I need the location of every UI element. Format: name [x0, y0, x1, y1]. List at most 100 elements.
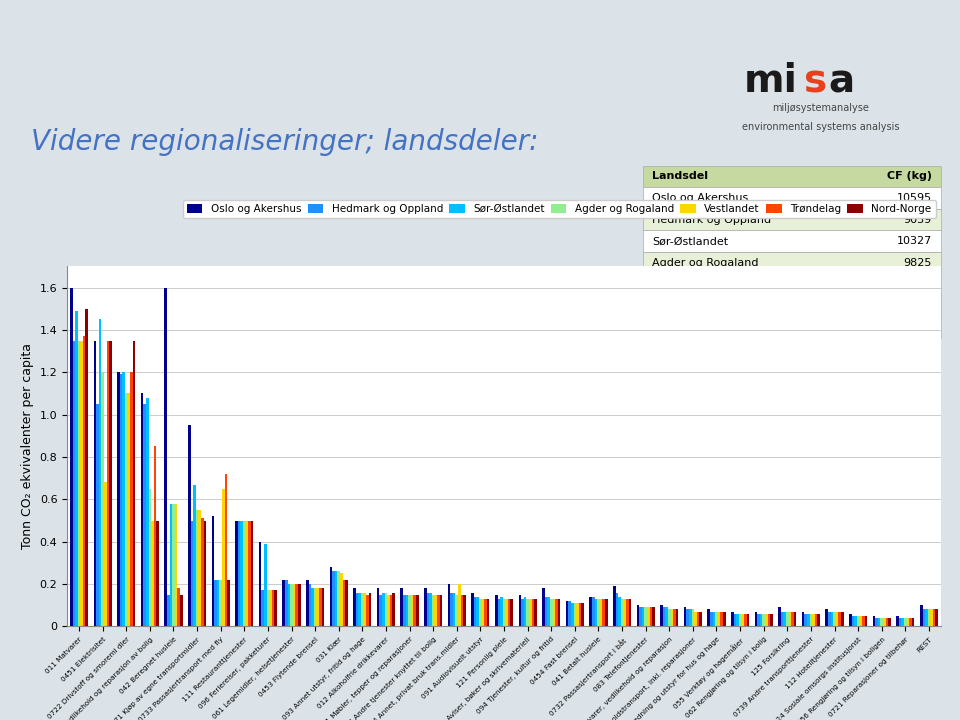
Bar	[505, 599, 508, 626]
Bar	[261, 590, 264, 626]
Bar	[243, 521, 246, 626]
Bar	[424, 588, 426, 626]
Bar	[437, 595, 440, 626]
Bar	[689, 609, 691, 626]
Bar	[429, 593, 432, 626]
Bar	[739, 613, 741, 626]
Bar	[723, 611, 726, 626]
Bar	[435, 595, 437, 626]
Text: environmental systems analysis: environmental systems analysis	[742, 122, 900, 132]
Bar	[416, 595, 419, 626]
Bar	[343, 580, 346, 626]
Y-axis label: Tonn CO₂ ekvivalenter per capita: Tonn CO₂ ekvivalenter per capita	[21, 343, 35, 549]
Bar	[199, 510, 201, 626]
Bar	[107, 341, 109, 626]
Text: 9039: 9039	[903, 215, 932, 225]
Bar	[526, 599, 529, 626]
Bar	[643, 252, 941, 274]
Bar	[453, 593, 455, 626]
Bar	[387, 595, 390, 626]
Bar	[149, 489, 151, 626]
Bar	[170, 503, 172, 626]
Bar	[353, 588, 356, 626]
Bar	[272, 590, 275, 626]
Bar	[335, 572, 337, 626]
Bar	[720, 611, 723, 626]
Bar	[755, 611, 757, 626]
Bar	[503, 599, 505, 626]
Bar	[298, 584, 300, 626]
Bar	[550, 599, 553, 626]
Bar	[382, 593, 385, 626]
Bar	[573, 603, 576, 626]
Text: Videre regionaliseringer; landsdeler:: Videre regionaliseringer; landsdeler:	[31, 128, 539, 156]
Bar	[794, 611, 797, 626]
Bar	[643, 230, 941, 252]
Bar	[592, 597, 594, 626]
Bar	[393, 593, 395, 626]
Bar	[920, 606, 923, 626]
Bar	[440, 595, 443, 626]
Bar	[736, 613, 739, 626]
Bar	[923, 609, 925, 626]
Bar	[712, 611, 715, 626]
Bar	[225, 474, 228, 626]
Bar	[73, 341, 75, 626]
Bar	[377, 588, 379, 626]
Bar	[484, 599, 487, 626]
Bar	[553, 599, 555, 626]
Bar	[390, 595, 393, 626]
Bar	[602, 599, 605, 626]
Bar	[518, 595, 521, 626]
Bar	[623, 599, 626, 626]
Bar	[508, 599, 511, 626]
Bar	[151, 521, 154, 626]
Bar	[759, 613, 762, 626]
Text: Landsdel: Landsdel	[652, 171, 708, 181]
Bar	[544, 597, 547, 626]
Bar	[883, 618, 886, 626]
Bar	[369, 593, 372, 626]
Bar	[700, 611, 702, 626]
Bar	[450, 593, 453, 626]
Bar	[568, 601, 571, 626]
Bar	[807, 613, 809, 626]
Bar	[650, 608, 652, 626]
Bar	[779, 608, 780, 626]
Bar	[770, 613, 773, 626]
Bar	[747, 613, 749, 626]
Bar	[691, 609, 694, 626]
Bar	[865, 616, 867, 626]
Bar	[652, 608, 655, 626]
Bar	[565, 601, 568, 626]
Bar	[697, 611, 700, 626]
Bar	[482, 599, 484, 626]
Bar	[765, 613, 768, 626]
Bar	[925, 609, 927, 626]
Legend: Oslo og Akershus, Hedmark og Oppland, Sør-Østlandet, Agder og Rogaland, Vestland: Oslo og Akershus, Hedmark og Oppland, Sø…	[182, 199, 936, 218]
Bar	[311, 588, 314, 626]
Bar	[102, 372, 104, 626]
Bar	[643, 274, 941, 295]
Text: Nord-Norge: Nord-Norge	[652, 323, 716, 333]
Bar	[529, 599, 532, 626]
Bar	[308, 584, 311, 626]
Bar	[615, 593, 618, 626]
Bar	[838, 611, 841, 626]
Bar	[70, 287, 73, 626]
Bar	[786, 611, 788, 626]
Bar	[131, 372, 132, 626]
Text: 9828: 9828	[903, 323, 932, 333]
Bar	[852, 616, 854, 626]
Bar	[854, 616, 857, 626]
Bar	[411, 595, 414, 626]
Bar	[104, 482, 107, 626]
Bar	[290, 584, 293, 626]
Bar	[120, 374, 122, 626]
Text: Vestlandet: Vestlandet	[652, 279, 711, 289]
Bar	[322, 588, 324, 626]
Bar	[933, 609, 935, 626]
Bar	[671, 609, 673, 626]
Bar	[78, 341, 81, 626]
Bar	[282, 580, 285, 626]
